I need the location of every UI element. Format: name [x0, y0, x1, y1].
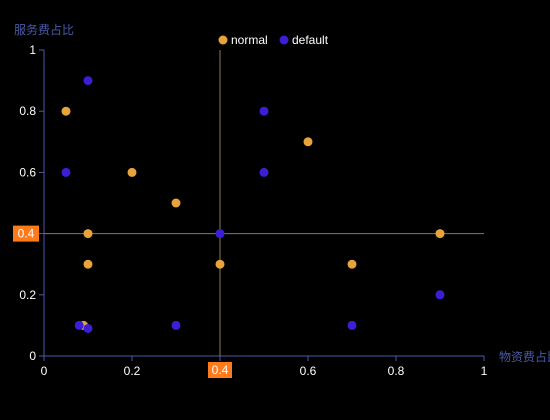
data-point-default[interactable]: [347, 320, 357, 330]
data-point-default[interactable]: [215, 229, 225, 239]
y-tick-label: 0.2: [19, 288, 36, 302]
data-point-normal[interactable]: [215, 259, 225, 269]
y-tick-label: 0.8: [19, 104, 36, 118]
data-point-default[interactable]: [259, 106, 269, 116]
y-axis-pointer-badge: [13, 225, 39, 242]
legend-label-default[interactable]: default: [292, 33, 329, 47]
data-point-normal[interactable]: [61, 106, 71, 116]
legend-label-normal[interactable]: normal: [231, 33, 268, 47]
y-axis-pointer-label: 0.4: [18, 227, 35, 241]
x-tick-label: 0.8: [388, 364, 405, 378]
data-point-default[interactable]: [74, 320, 84, 330]
data-point-normal[interactable]: [127, 167, 137, 177]
x-tick-label: 1: [481, 364, 488, 378]
data-point-default[interactable]: [61, 167, 71, 177]
legend: normal default: [218, 33, 329, 47]
legend-marker-default[interactable]: [279, 35, 289, 45]
data-point-default[interactable]: [435, 290, 445, 300]
x-tick-label: 0.6: [300, 364, 317, 378]
x-tick-label: 0.2: [124, 364, 141, 378]
x-axis-title: 物资费占比: [499, 349, 550, 364]
x-axis-pointer-label: 0.4: [212, 363, 229, 377]
legend-marker-normal[interactable]: [218, 35, 228, 45]
data-point-default[interactable]: [171, 320, 181, 330]
data-point-normal[interactable]: [347, 259, 357, 269]
y-tick-label: 0: [29, 349, 36, 363]
data-point-normal[interactable]: [83, 229, 93, 239]
y-axis-title: 服务费占比: [14, 22, 74, 37]
x-tick-label: 0: [41, 364, 48, 378]
data-point-normal[interactable]: [303, 137, 313, 147]
data-point-default[interactable]: [83, 76, 93, 86]
data-point-normal[interactable]: [83, 259, 93, 269]
y-tick-label: 0.6: [19, 165, 36, 179]
x-axis-pointer-badge: [208, 362, 232, 378]
data-point-default[interactable]: [259, 167, 269, 177]
data-point-default[interactable]: [83, 323, 93, 333]
y-tick-label: 1: [29, 43, 36, 57]
data-point-normal[interactable]: [435, 229, 445, 239]
data-point-normal[interactable]: [171, 198, 181, 208]
